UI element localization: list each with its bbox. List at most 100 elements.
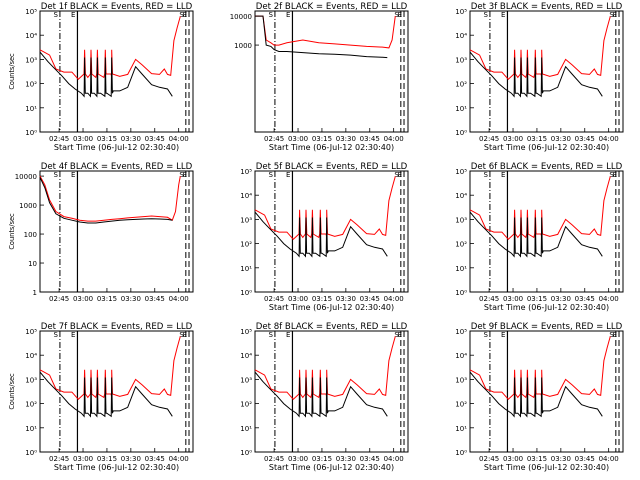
y-tick-label: 10³	[240, 216, 252, 224]
x-tick-label: 03:15	[97, 455, 117, 463]
y-tick-label: 10¹	[240, 425, 252, 433]
plot-frame	[39, 330, 194, 453]
time-marker-label: E	[286, 331, 290, 339]
x-tick-label: 03:30	[121, 295, 141, 303]
y-axis-label: Counts/sec	[8, 213, 16, 250]
panel-det-7: Det 7f BLACK = Events, RED = LLD 10⁰ 10¹ 10…	[8, 322, 194, 472]
series-events-line	[255, 15, 388, 59]
y-tick-label: 10⁵	[455, 8, 467, 16]
plot-frame	[469, 170, 624, 293]
plot-frame	[254, 170, 409, 293]
time-marker-label: E	[286, 171, 290, 179]
time-marker-label: E	[398, 171, 402, 179]
x-tick-label: 03:45	[575, 135, 595, 143]
x-axis-label: Start Time (06-Jul-12 02:30:40)	[54, 143, 179, 152]
time-marker-label: S	[483, 171, 488, 179]
x-tick-label: 03:30	[551, 135, 571, 143]
y-tick-label: 10	[28, 260, 37, 268]
y-tick-label: 10³	[240, 376, 252, 384]
panel-title: Det 1f BLACK = Events, RED = LLD	[41, 2, 193, 12]
x-axis-label: Start Time (06-Jul-12 02:30:40)	[484, 303, 609, 312]
y-tick-label: 10³	[25, 56, 37, 64]
x-tick-label: 03:00	[503, 295, 523, 303]
time-marker-label: E	[286, 11, 290, 19]
series-events-line	[39, 371, 173, 418]
time-marker-label: S	[179, 171, 184, 179]
y-tick-label: 10²	[240, 401, 252, 409]
x-tick-label: 02:45	[479, 135, 499, 143]
y-tick-label: 10¹	[455, 265, 467, 273]
x-tick-label: 03:45	[360, 295, 380, 303]
time-marker-label: S	[394, 11, 399, 19]
x-tick-label: 03:00	[288, 135, 308, 143]
y-tick-label: 10⁰	[455, 449, 467, 457]
y-tick-label: 10⁰	[25, 449, 37, 457]
y-tick-label: 10⁵	[455, 328, 467, 336]
panel-title: Det 6f BLACK = Events, RED = LLD	[471, 162, 623, 172]
y-tick-label: 10⁴	[25, 32, 37, 40]
time-marker-label: E	[501, 171, 505, 179]
x-tick-label: 03:45	[575, 455, 595, 463]
series-lld-line	[469, 16, 611, 81]
panel-title: Det 3f BLACK = Events, RED = LLD	[471, 2, 623, 12]
time-marker-label: S	[268, 11, 273, 19]
time-marker-label: S	[179, 331, 184, 339]
panel-det-4: Det 4f BLACK = Events, RED = LLD10000100…	[8, 162, 194, 303]
y-tick-label: 10⁵	[25, 8, 37, 16]
panel-det-1: Det 1f BLACK = Events, RED = LLD 10⁰ 10¹ 10…	[8, 2, 194, 152]
series-events-line	[469, 211, 603, 258]
y-tick-label: 10⁵	[240, 168, 252, 176]
y-tick-label: 10000	[230, 13, 252, 21]
x-tick-label: 02:45	[264, 135, 284, 143]
series-lld-line	[254, 336, 396, 401]
y-tick-label: 10³	[25, 376, 37, 384]
y-tick-label: 1000	[234, 42, 252, 50]
time-marker-label: E	[71, 171, 75, 179]
panel-det-2: Det 2f BLACK = Events, RED = LLD 10000 100…	[230, 2, 409, 152]
x-tick-label: 04:00	[384, 295, 404, 303]
x-tick-label: 04:00	[599, 295, 619, 303]
series-lld-line	[254, 176, 396, 241]
y-tick-label: 10¹	[455, 105, 467, 113]
panel-det-8: Det 8f BLACK = Events, RED = LLD 10⁰ 10¹ 10…	[240, 322, 409, 472]
plot-frame	[254, 330, 409, 453]
time-marker-label: E	[501, 11, 505, 19]
x-tick-label: 03:15	[312, 455, 332, 463]
x-tick-label: 03:45	[360, 135, 380, 143]
x-tick-label: 04:00	[384, 135, 404, 143]
y-tick-label: 10⁰	[455, 129, 467, 137]
time-marker-label: E	[398, 11, 402, 19]
x-tick-label: 03:45	[145, 295, 165, 303]
y-tick-label: 10²	[455, 401, 467, 409]
panel-title: Det 5f BLACK = Events, RED = LLD	[256, 162, 408, 172]
time-marker-label: S	[53, 171, 58, 179]
y-tick-label: 10⁰	[25, 129, 37, 137]
time-marker-label: E	[183, 11, 187, 19]
y-tick-label: 1	[33, 289, 37, 297]
x-tick-label: 04:00	[384, 455, 404, 463]
panel-det-3: Det 3f BLACK = Events, RED = LLD 10⁰ 10¹ 10…	[455, 2, 624, 152]
y-tick-label: 10⁰	[455, 289, 467, 297]
y-tick-label: 10²	[240, 241, 252, 249]
y-tick-label: 10⁴	[455, 352, 467, 360]
x-tick-label: 02:45	[264, 295, 284, 303]
y-tick-label: 10³	[455, 216, 467, 224]
y-tick-label: 10²	[455, 241, 467, 249]
time-marker-label: E	[183, 171, 187, 179]
time-marker-label: S	[609, 11, 614, 19]
time-marker-label: S	[268, 331, 273, 339]
y-tick-label: 10²	[25, 81, 37, 89]
x-tick-label: 03:45	[575, 295, 595, 303]
x-tick-label: 03:15	[97, 295, 117, 303]
x-tick-label: 03:15	[527, 455, 547, 463]
x-tick-label: 03:00	[288, 455, 308, 463]
y-axis-label: Counts/sec	[8, 53, 16, 90]
x-tick-label: 04:00	[169, 135, 189, 143]
time-marker-label: S	[53, 331, 58, 339]
x-tick-label: 03:00	[73, 135, 93, 143]
x-tick-label: 03:00	[503, 135, 523, 143]
y-tick-label: 10¹	[455, 425, 467, 433]
x-axis-label: Start Time (06-Jul-12 02:30:40)	[484, 463, 609, 472]
x-tick-label: 04:00	[599, 135, 619, 143]
plot-frame	[39, 10, 194, 133]
